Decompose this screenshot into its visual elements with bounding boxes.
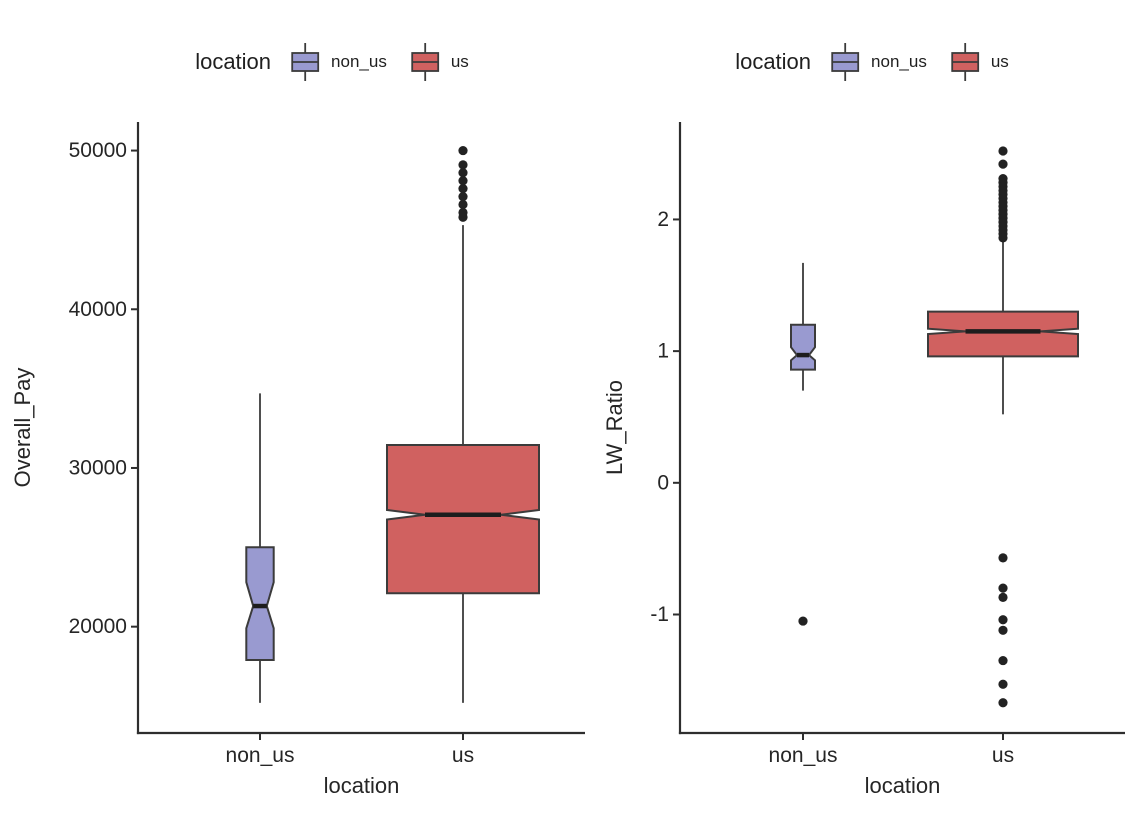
box-us: [927, 310, 1079, 358]
outlier-point: [998, 583, 1008, 593]
box-non_us: [790, 323, 816, 371]
legend-entry-non_us: non_us: [287, 39, 387, 85]
outlier-point: [998, 679, 1008, 689]
boxplot-key-icon: [827, 39, 863, 85]
legend: location non_us us: [195, 36, 469, 88]
x-tick-label: us: [992, 744, 1014, 767]
outlier-point: [998, 592, 1008, 602]
x-tick-label: non_us: [769, 744, 838, 767]
y-tick-label: 40000: [69, 298, 127, 321]
outlier-point: [458, 160, 468, 170]
outlier-point: [458, 191, 468, 202]
y-axis-title: LW_Ratio: [602, 380, 627, 475]
outlier-point: [458, 184, 468, 194]
outlier-point: [998, 655, 1008, 666]
x-axis-title: location: [324, 773, 400, 798]
outlier-point: [458, 199, 468, 210]
boxplot-key-icon: [947, 39, 983, 85]
outlier-point: [798, 616, 808, 626]
legend-entry-us: us: [947, 39, 1009, 85]
outlier-point: [458, 168, 468, 178]
outlier-point: [998, 233, 1008, 243]
x-tick-label: us: [452, 744, 474, 767]
y-axis-title: Overall_Pay: [10, 368, 35, 488]
legend-label: non_us: [331, 52, 387, 71]
legend-label: us: [450, 52, 469, 71]
outlier-point: [998, 615, 1008, 625]
y-tick-label: 30000: [69, 456, 127, 479]
x-axis-title: location: [865, 773, 941, 798]
y-tick-label: 50000: [69, 139, 127, 162]
legend-entry-us: us: [407, 39, 469, 85]
legend-entry-non_us: non_us: [827, 39, 927, 85]
plot-panel-1: -1 0 1 2 non_us us location LW_Ratio: [602, 122, 1125, 798]
legend-label: us: [990, 52, 1009, 71]
y-tick-label: -1: [650, 603, 669, 626]
outlier-point: [998, 698, 1008, 708]
legend-label: non_us: [871, 52, 927, 71]
y-tick-label: 1: [657, 340, 669, 363]
boxplot-key-icon: [287, 39, 323, 85]
x-tick-label: non_us: [226, 744, 295, 767]
box-non_us: [245, 546, 275, 661]
outlier-point: [998, 625, 1008, 635]
legend-title: location: [195, 49, 272, 74]
y-tick-label: 0: [657, 471, 669, 494]
outlier-point: [458, 176, 468, 186]
plot-panel-0: 20000 30000 40000 50000 non_us us location Over…: [10, 122, 585, 798]
legend: location non_us us: [735, 36, 1009, 88]
y-tick-label: 20000: [69, 615, 127, 638]
outlier-point: [998, 159, 1008, 169]
legend-title: location: [735, 49, 812, 74]
boxplot-key-icon: [407, 39, 443, 85]
box-us: [386, 444, 540, 595]
y-tick-label: 2: [657, 208, 669, 231]
outlier-point: [998, 146, 1008, 156]
outlier-point: [458, 212, 468, 222]
outlier-point: [998, 553, 1008, 563]
outlier-point: [458, 145, 468, 156]
